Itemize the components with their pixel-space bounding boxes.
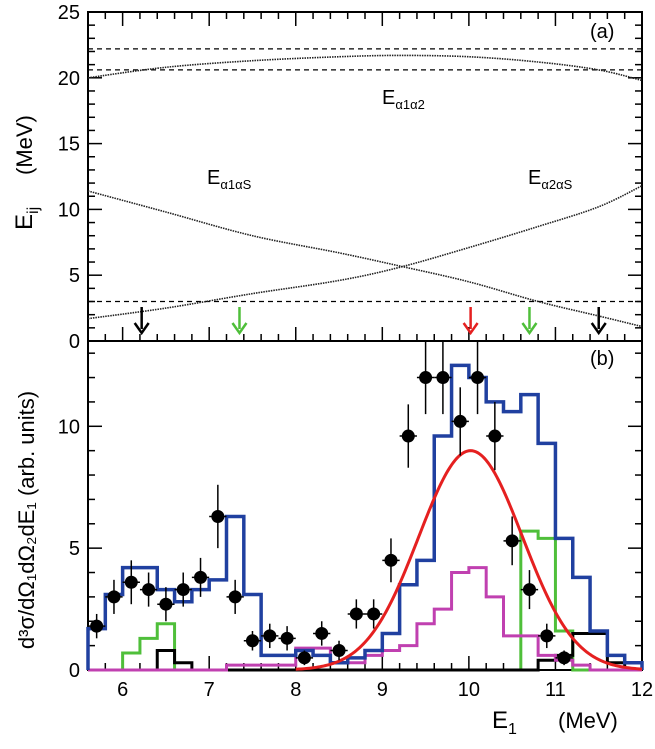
data-point (159, 597, 173, 611)
data-point (245, 634, 259, 648)
y-tick-label-a: 20 (58, 68, 80, 90)
kinematic-curve-2 (87, 184, 643, 320)
y-tick-label-b: 10 (58, 416, 80, 438)
data-point (263, 629, 277, 643)
panel-b-label: (b) (590, 348, 614, 370)
data-point (436, 371, 450, 385)
panel-a: 0 5 10 15 20 25 (58, 2, 643, 353)
arrow-head (231, 322, 248, 336)
xlabel-unit: (MeV) (558, 708, 618, 733)
ea2as-sub: α2αS (541, 177, 572, 192)
y-tick-label-a: 5 (69, 265, 80, 287)
arrow-head (133, 322, 150, 336)
data-point (194, 570, 208, 584)
data-point (90, 619, 104, 633)
xlabel-main: E (492, 707, 508, 734)
data-point (384, 553, 398, 567)
x-tick-label: 8 (290, 679, 301, 701)
kinematic-curve-1 (87, 190, 643, 328)
data-point (142, 583, 156, 597)
data-point (176, 583, 190, 597)
label-ea1a2: Eα1α2 (382, 87, 425, 112)
data-point (557, 651, 571, 665)
ylabel-sub: ij (25, 207, 42, 214)
data-point (505, 534, 519, 548)
data-point (419, 371, 433, 385)
y-tick-label-b: 0 (69, 660, 80, 682)
label-ea2as: Eα2αS (528, 167, 573, 192)
gaussian-fit (295, 449, 643, 671)
x-tick-label: 6 (117, 679, 128, 701)
arrow-head (521, 322, 538, 336)
panel-b-ylabel: d³σ/dΩ₁dΩ₂dE₁ (arb. units) (14, 391, 39, 649)
y-tick-label-a: 25 (58, 2, 80, 24)
ylabel-unit: (MeV) (12, 115, 37, 175)
data-point (280, 631, 294, 645)
y-tick-label-a: 15 (58, 134, 80, 156)
ea1a2-main: E (382, 87, 395, 109)
data-point (349, 607, 363, 621)
panel-b-xlabel: E1 (MeV) (492, 707, 618, 738)
ea1as-main: E (207, 167, 220, 189)
data-point (124, 575, 138, 589)
xlabel-sub: 1 (508, 721, 517, 738)
x-tick-label: 7 (204, 679, 215, 701)
arrow-head (590, 322, 607, 336)
panel-b: 0 5 10 6 7 8 9 10 11 12 (58, 340, 653, 701)
data-point (540, 629, 554, 643)
x-tick-label: 12 (631, 679, 653, 701)
svg-text:Eij: Eij (11, 207, 42, 230)
x-tick-label: 9 (377, 679, 388, 701)
label-ea1as: Eα1αS (207, 167, 252, 192)
kinematic-curve-0 (87, 54, 643, 82)
panel-a-label: (a) (590, 21, 614, 43)
ea2as-main: E (528, 167, 541, 189)
ea1a2-sub: α1α2 (395, 97, 425, 112)
y-tick-label-a: 10 (58, 199, 80, 221)
data-point (107, 590, 121, 604)
ylabel-main: E (11, 214, 38, 230)
data-point (332, 644, 346, 658)
data-point (471, 371, 485, 385)
histogram-series-2 (88, 631, 642, 672)
arrow-head (462, 322, 479, 336)
panel-a-ylabel: Eij (MeV) (11, 115, 42, 230)
x-tick-label: 10 (458, 679, 480, 701)
data-point (367, 607, 381, 621)
histogram-series-3 (88, 566, 642, 672)
data-point (211, 509, 225, 523)
ea1as-sub: α1αS (220, 177, 251, 192)
data-point (522, 583, 536, 597)
svg-text:E1: E1 (492, 707, 517, 738)
data-point (488, 429, 502, 443)
y-tick-label-b: 5 (69, 538, 80, 560)
data-point (401, 429, 415, 443)
data-point (297, 651, 311, 665)
data-point (453, 414, 467, 428)
data-point (228, 590, 242, 604)
x-tick-label: 11 (545, 679, 566, 701)
y-tick-label-a: 0 (69, 331, 80, 353)
data-point (315, 626, 329, 640)
